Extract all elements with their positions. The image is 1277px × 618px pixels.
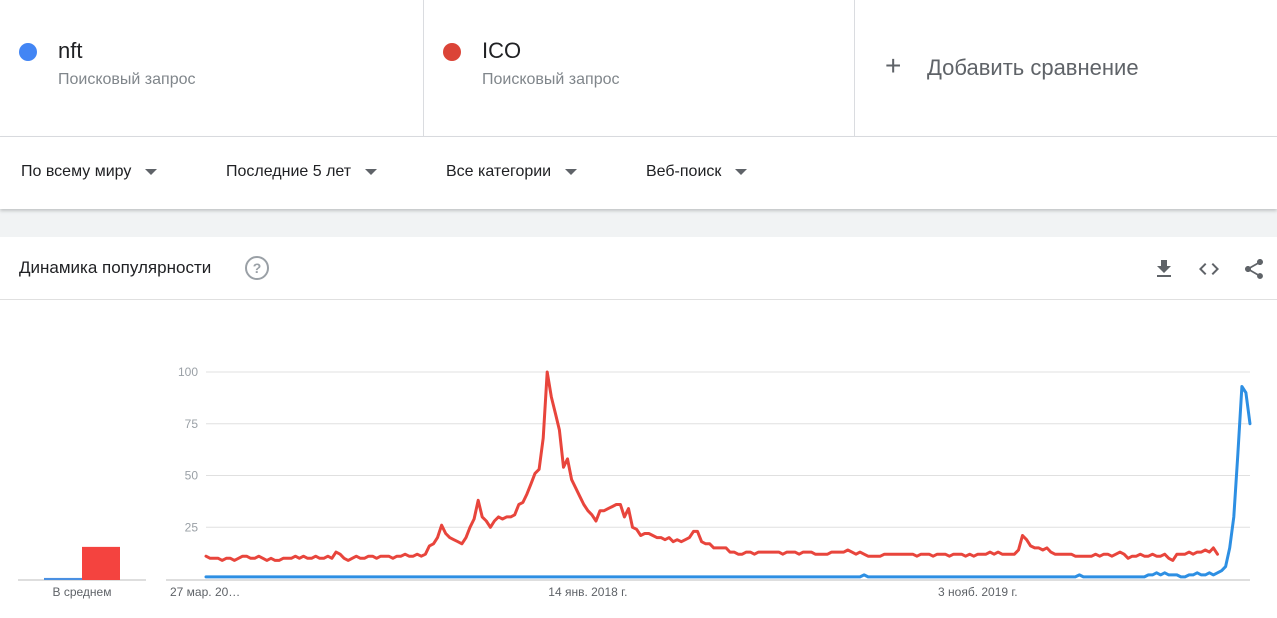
interest-over-time-card: Динамика популярности ? 100 75 50 25 В средн…: [0, 237, 1277, 618]
series-line-nft: [204, 385, 1252, 579]
series-color-dot-icon: [19, 43, 37, 61]
term-name: nft: [58, 38, 83, 63]
share-button[interactable]: [1242, 257, 1266, 281]
search-type-dropdown-label: Веб-поиск: [646, 163, 722, 180]
term-card-2[interactable]: ICO Поисковый запрос: [424, 0, 855, 136]
caret-down-icon: [145, 169, 158, 175]
series-color-dot-icon: [443, 43, 461, 61]
period-dropdown-label: Последние 5 лет: [226, 163, 352, 180]
region-dropdown-label: По всему миру: [21, 163, 132, 180]
filters-bar: По всему миру Последние 5 лет Все катего…: [0, 137, 1277, 209]
caret-down-icon: [565, 169, 578, 175]
category-dropdown[interactable]: Все категории: [446, 163, 578, 181]
card-title: Динамика популярности: [19, 258, 212, 277]
add-comparison-button[interactable]: + Добавить сравнение: [855, 0, 1277, 136]
term-type: Поисковый запрос: [58, 71, 196, 88]
section-gap: [0, 209, 1277, 237]
term-name: ICO: [482, 38, 522, 63]
add-comparison-label: Добавить сравнение: [927, 55, 1139, 80]
trend-line-chart: 100 75 50 25 В среднем 27 мар. 20… 14 янв. 201…: [18, 365, 1252, 599]
comparison-terms-bar: nft Поисковый запрос ICO Поисковый запро…: [0, 0, 1277, 137]
average-bar-nft: [44, 577, 82, 580]
x-tick-label: 3 нояб. 2019 г.: [938, 585, 1018, 599]
share-icon: [1245, 259, 1263, 279]
term-card-1[interactable]: nft Поисковый запрос: [0, 0, 424, 136]
x-tick-label: 14 янв. 2018 г.: [548, 585, 627, 599]
average-label: В среднем: [53, 585, 112, 599]
y-tick-label: 50: [185, 469, 199, 483]
x-tick-label: 27 мар. 20…: [170, 585, 240, 599]
category-dropdown-label: Все категории: [446, 163, 552, 180]
download-icon: [1157, 260, 1171, 277]
plus-icon: +: [885, 50, 902, 81]
y-tick-label: 100: [178, 365, 198, 379]
help-icon[interactable]: ?: [245, 256, 269, 280]
embed-code-icon: [1199, 263, 1219, 275]
y-tick-label: 75: [185, 417, 199, 431]
term-type: Поисковый запрос: [482, 71, 620, 88]
period-dropdown[interactable]: Последние 5 лет: [226, 163, 378, 181]
embed-code-button[interactable]: [1197, 257, 1221, 281]
card-header: Динамика популярности ?: [0, 237, 1277, 300]
y-tick-label: 25: [185, 520, 199, 534]
download-button[interactable]: [1152, 257, 1176, 281]
search-type-dropdown[interactable]: Веб-поиск: [646, 163, 748, 181]
caret-down-icon: [365, 169, 378, 175]
caret-down-icon: [735, 169, 748, 175]
average-bar-ICO: [82, 546, 120, 580]
series-line-ICO: [204, 370, 1219, 562]
region-dropdown[interactable]: По всему миру: [21, 163, 158, 181]
